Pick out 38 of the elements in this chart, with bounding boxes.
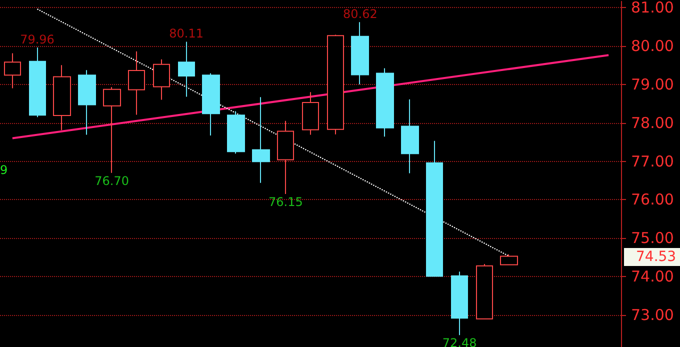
- annotation: 9: [0, 163, 8, 177]
- candlestick: [500, 254, 518, 266]
- text: 74.53: [636, 249, 676, 265]
- candlestick: [227, 110, 245, 154]
- annotation: 76.70: [94, 174, 129, 188]
- y-tick-label: 76.00: [631, 190, 674, 209]
- y-tick-label: 73.00: [631, 306, 674, 324]
- annotation: 76.15: [268, 194, 303, 209]
- y-tick-label: 80.00: [631, 36, 674, 55]
- candlestick: [302, 92, 319, 136]
- candlestick: [103, 86, 121, 174]
- y-tick-label: 77.00: [631, 152, 674, 170]
- y-tick-label: 81.00: [631, 0, 674, 16]
- annotation: 80.11: [169, 26, 204, 41]
- candlestick: [53, 64, 71, 131]
- y-tick-label: 79.00: [631, 75, 674, 94]
- candlestick: [178, 41, 195, 98]
- candlestick: [128, 50, 145, 116]
- y-tick-label: 78.00: [631, 114, 674, 132]
- candlestick: [29, 46, 46, 118]
- candlestick: [202, 72, 220, 136]
- candlestick: [451, 271, 468, 336]
- candlestick: [426, 140, 443, 278]
- annotation: 79.96: [20, 32, 54, 46]
- y-tick-label: 74.00: [631, 268, 674, 286]
- candlestick: [252, 96, 270, 184]
- candlestick: [277, 120, 294, 194]
- annotation: 72.48: [442, 336, 477, 347]
- y-tick-label: 75.00: [631, 229, 674, 248]
- candlestick: [476, 263, 493, 320]
- candlestick: [401, 98, 419, 174]
- candlestick: [78, 70, 96, 136]
- candlestick: [153, 58, 170, 100]
- candlestick: [376, 68, 394, 138]
- candlestick: [4, 52, 21, 89]
- candlestick: [351, 22, 369, 85]
- annotation: 80.62: [343, 7, 378, 22]
- candlestick: [327, 34, 344, 135]
